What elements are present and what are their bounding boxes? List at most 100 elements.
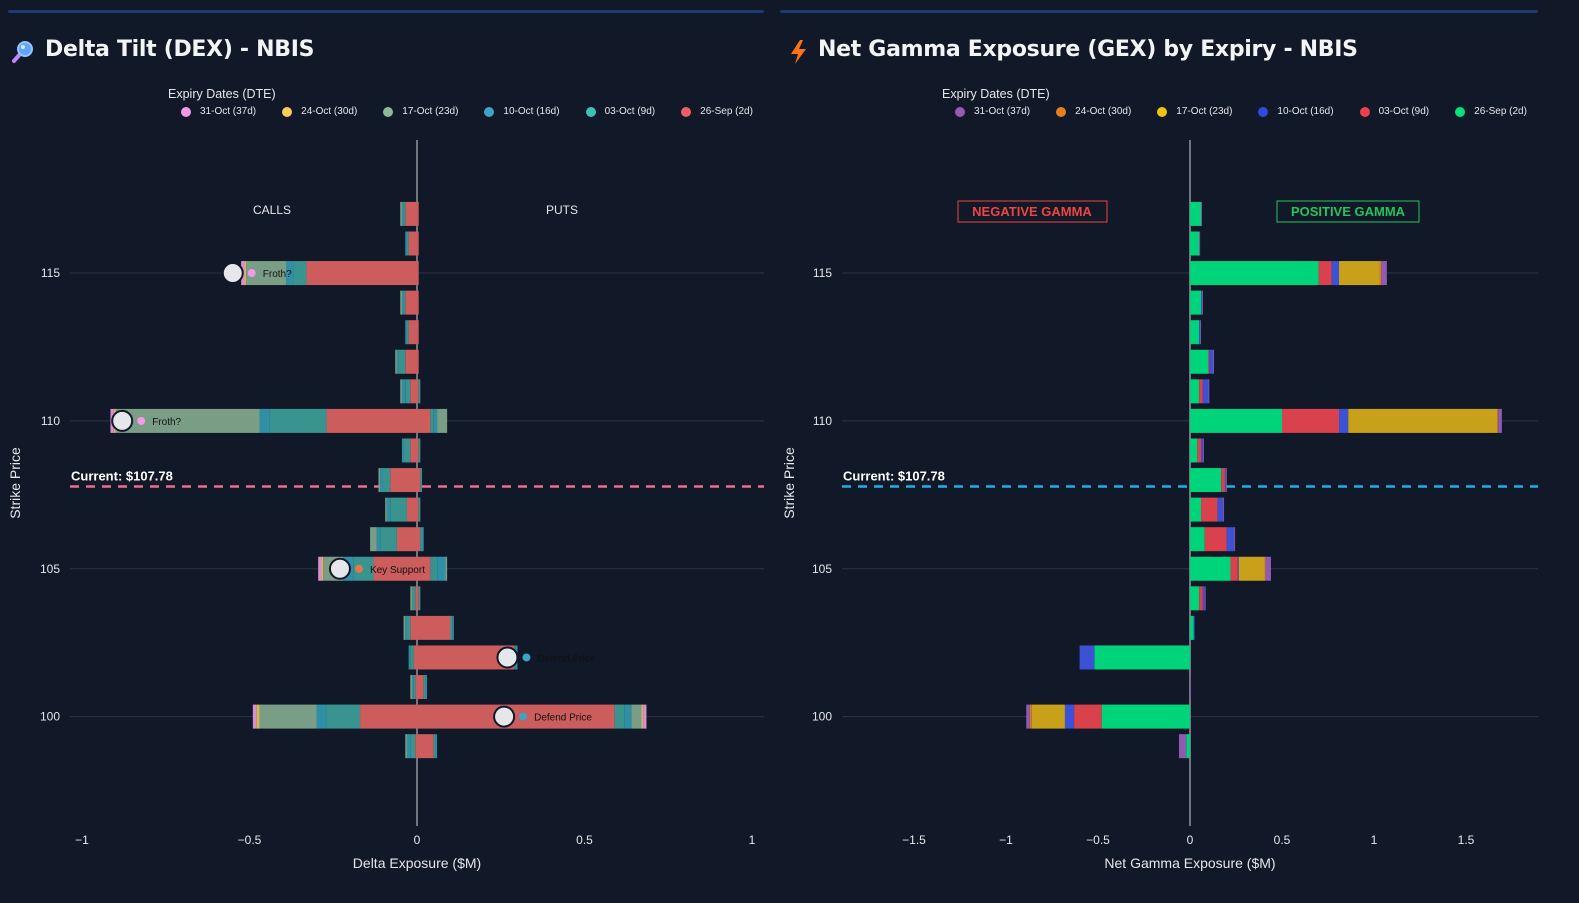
gex-bar: [1197, 438, 1202, 463]
dex-put-bar: [422, 527, 424, 552]
gex-legend-title: Expiry Dates (DTE): [942, 87, 1050, 101]
dex-legend-item[interactable]: 17-Oct (23d): [383, 106, 458, 117]
dex-legend-label: 10-Oct (16d): [503, 106, 560, 117]
dex-put-bar: [417, 615, 451, 640]
annotation-label: Defend Price: [534, 713, 592, 724]
gex-bar: [1339, 261, 1380, 286]
annotation-icon: [354, 564, 363, 573]
gex-legend-item[interactable]: 24-Oct (30d): [1056, 106, 1131, 117]
dex-legend-item[interactable]: 26-Sep (2d): [681, 106, 753, 117]
gex-chart[interactable]: 100 105 110 115 −1.5 −1 −0.5 0 0.5 1 1.5 Net Gamma …: [780, 0, 1579, 903]
dex-put-bar: [437, 556, 446, 581]
dex-put-bar: [420, 527, 423, 552]
dex-call-bar: [390, 497, 407, 522]
dex-call-bar: [410, 734, 416, 759]
dex-call-bar: [408, 231, 417, 256]
x-tick-label: 0.5: [576, 833, 593, 847]
annotation-label: Key Support: [370, 565, 425, 576]
current-price-label: Current: $107.78: [843, 469, 945, 484]
gex-bar: [1074, 704, 1102, 729]
gex-bar: [1190, 497, 1202, 522]
dex-legend-item[interactable]: 10-Oct (16d): [484, 106, 560, 117]
dex-call-bar: [410, 586, 412, 611]
dex-legend-title: Expiry Dates (DTE): [168, 87, 276, 101]
gex-legend-label: 31-Oct (37d): [974, 106, 1031, 117]
gex-legend[interactable]: 31-Oct (37d) 24-Oct (30d) 17-Oct (23d) 10-O…: [955, 106, 1527, 117]
dex-call-bar: [353, 556, 374, 581]
gex-bar: [1079, 645, 1095, 670]
x-axis-title: Net Gamma Exposure ($M): [1104, 855, 1275, 871]
gex-legend-item[interactable]: 17-Oct (23d): [1157, 106, 1232, 117]
y-axis-title: Strike Price: [7, 447, 23, 519]
dex-legend-item[interactable]: 24-Oct (30d): [282, 106, 357, 117]
dex-put-bar: [417, 468, 421, 493]
gex-bar: [1190, 675, 1191, 700]
dex-put-bar: [417, 704, 615, 729]
gex-bar: [1190, 615, 1194, 640]
x-tick-label: −0.5: [238, 833, 262, 847]
gex-bar: [1031, 704, 1065, 729]
lightning-icon: [791, 40, 806, 64]
annotation-marker: [111, 409, 134, 432]
gex-bar: [1199, 320, 1201, 345]
gex-bar: [1101, 704, 1190, 729]
dex-call-bar: [413, 645, 417, 670]
gex-bar: [1498, 408, 1502, 433]
x-tick-label: −1.5: [902, 833, 926, 847]
y-tick-label: 115: [813, 266, 832, 280]
gex-bar: [1217, 497, 1224, 522]
gex-bar: [1234, 527, 1236, 552]
dex-put-bar: [420, 468, 423, 493]
dex-call-bar: [405, 320, 407, 345]
gex-legend-item[interactable]: 03-Oct (9d): [1359, 106, 1429, 117]
gex-bar: [1331, 261, 1340, 286]
dex-call-bar: [408, 645, 411, 670]
gex-bar: [1190, 468, 1222, 493]
gex-bar: [1224, 468, 1226, 493]
annotation-label: Froth?: [263, 269, 292, 280]
gex-bar: [1094, 645, 1190, 670]
gex-bar: [1201, 497, 1218, 522]
gex-panel: Net Gamma Exposure (GEX) by Expiry - NBI…: [780, 0, 1579, 903]
dex-legend-label: 26-Sep (2d): [700, 106, 753, 117]
dex-legend-marker: [383, 106, 394, 117]
dex-call-bar: [410, 438, 417, 463]
gex-bar: [1190, 320, 1200, 345]
magnifier-icon: [12, 41, 33, 63]
gex-bar: [1202, 586, 1205, 611]
gex-bar: [1199, 379, 1203, 404]
dex-call-bar: [373, 556, 417, 581]
dex-put-bar: [452, 615, 454, 640]
dex-legend-label: 31-Oct (37d): [200, 106, 257, 117]
gex-legend-item[interactable]: 26-Sep (2d): [1455, 106, 1527, 117]
dex-put-bar: [641, 704, 644, 729]
dex-put-bar: [418, 438, 421, 463]
dex-put-bar: [417, 349, 419, 374]
gex-bar: [1282, 408, 1340, 433]
dex-call-bar: [405, 615, 407, 640]
gex-bar: [1202, 438, 1204, 463]
gex-bar: [1064, 704, 1075, 729]
x-tick-label: −1: [75, 833, 89, 847]
gex-bar: [1381, 261, 1387, 286]
dex-chart[interactable]: 100 105 110 115 −1 −0.5 0 0.5 1 Delta Exposure ($…: [0, 0, 770, 903]
gex-bar: [1379, 261, 1382, 286]
negative-gamma-box: [957, 200, 1108, 223]
dex-legend-item[interactable]: 03-Oct (9d): [585, 106, 655, 117]
dex-put-bar: [425, 675, 428, 700]
dex-call-bar: [406, 615, 411, 640]
dex-put-bar: [435, 734, 438, 759]
dex-legend[interactable]: 31-Oct (37d) 24-Oct (30d) 17-Oct (23d) 10-O…: [181, 106, 753, 117]
gex-legend-item[interactable]: 31-Oct (37d): [955, 106, 1030, 117]
dex-put-bar: [418, 497, 421, 522]
gex-legend-label: 26-Sep (2d): [1474, 106, 1527, 117]
dex-legend-label: 17-Oct (23d): [402, 106, 459, 117]
gex-bar: [1201, 438, 1203, 463]
dex-call-bar: [401, 201, 404, 226]
gex-legend-marker: [1157, 106, 1168, 117]
annotation-icon: [522, 653, 531, 662]
gex-legend-item[interactable]: 10-Oct (16d): [1258, 106, 1334, 117]
dex-legend-item[interactable]: 31-Oct (37d): [181, 106, 256, 117]
right-panel-top-border: [780, 10, 1538, 13]
dex-call-bar: [406, 497, 417, 522]
